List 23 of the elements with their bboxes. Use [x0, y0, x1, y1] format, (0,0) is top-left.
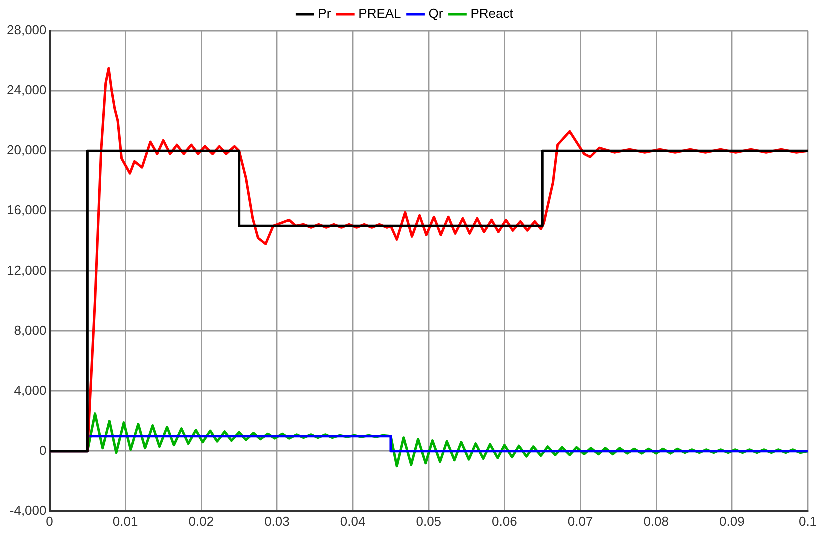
- x-tick-label: 0.04: [340, 514, 366, 529]
- legend-label: PReact: [470, 6, 514, 22]
- y-tick-label: 8,000: [14, 322, 47, 338]
- x-tick-label: 0.05: [416, 514, 442, 529]
- x-tick-label: 0.03: [264, 514, 290, 529]
- legend-label: PREAL: [358, 6, 402, 22]
- y-tick-label: 0: [40, 442, 47, 458]
- x-tick-label: 0.07: [568, 514, 594, 529]
- y-tick-label: 12,000: [6, 262, 47, 278]
- x-tick-label: 0.08: [644, 514, 670, 529]
- legend-label: Qr: [428, 6, 444, 22]
- y-tick-label: 20,000: [6, 142, 47, 158]
- y-tick-label: 4,000: [14, 382, 47, 398]
- legend-label: Pr: [318, 6, 332, 22]
- x-tick-label: 0.06: [492, 514, 518, 529]
- y-tick-label: -4,000: [10, 502, 47, 518]
- x-tick-label: 0.09: [720, 514, 745, 529]
- x-tick-label: 0.01: [112, 514, 138, 529]
- y-tick-label: 24,000: [6, 82, 47, 98]
- y-tick-label: 28,000: [6, 22, 47, 38]
- y-tick-label: 16,000: [6, 202, 47, 218]
- x-tick-label: 0.02: [188, 514, 214, 529]
- x-tick-label: 0.1: [798, 514, 818, 529]
